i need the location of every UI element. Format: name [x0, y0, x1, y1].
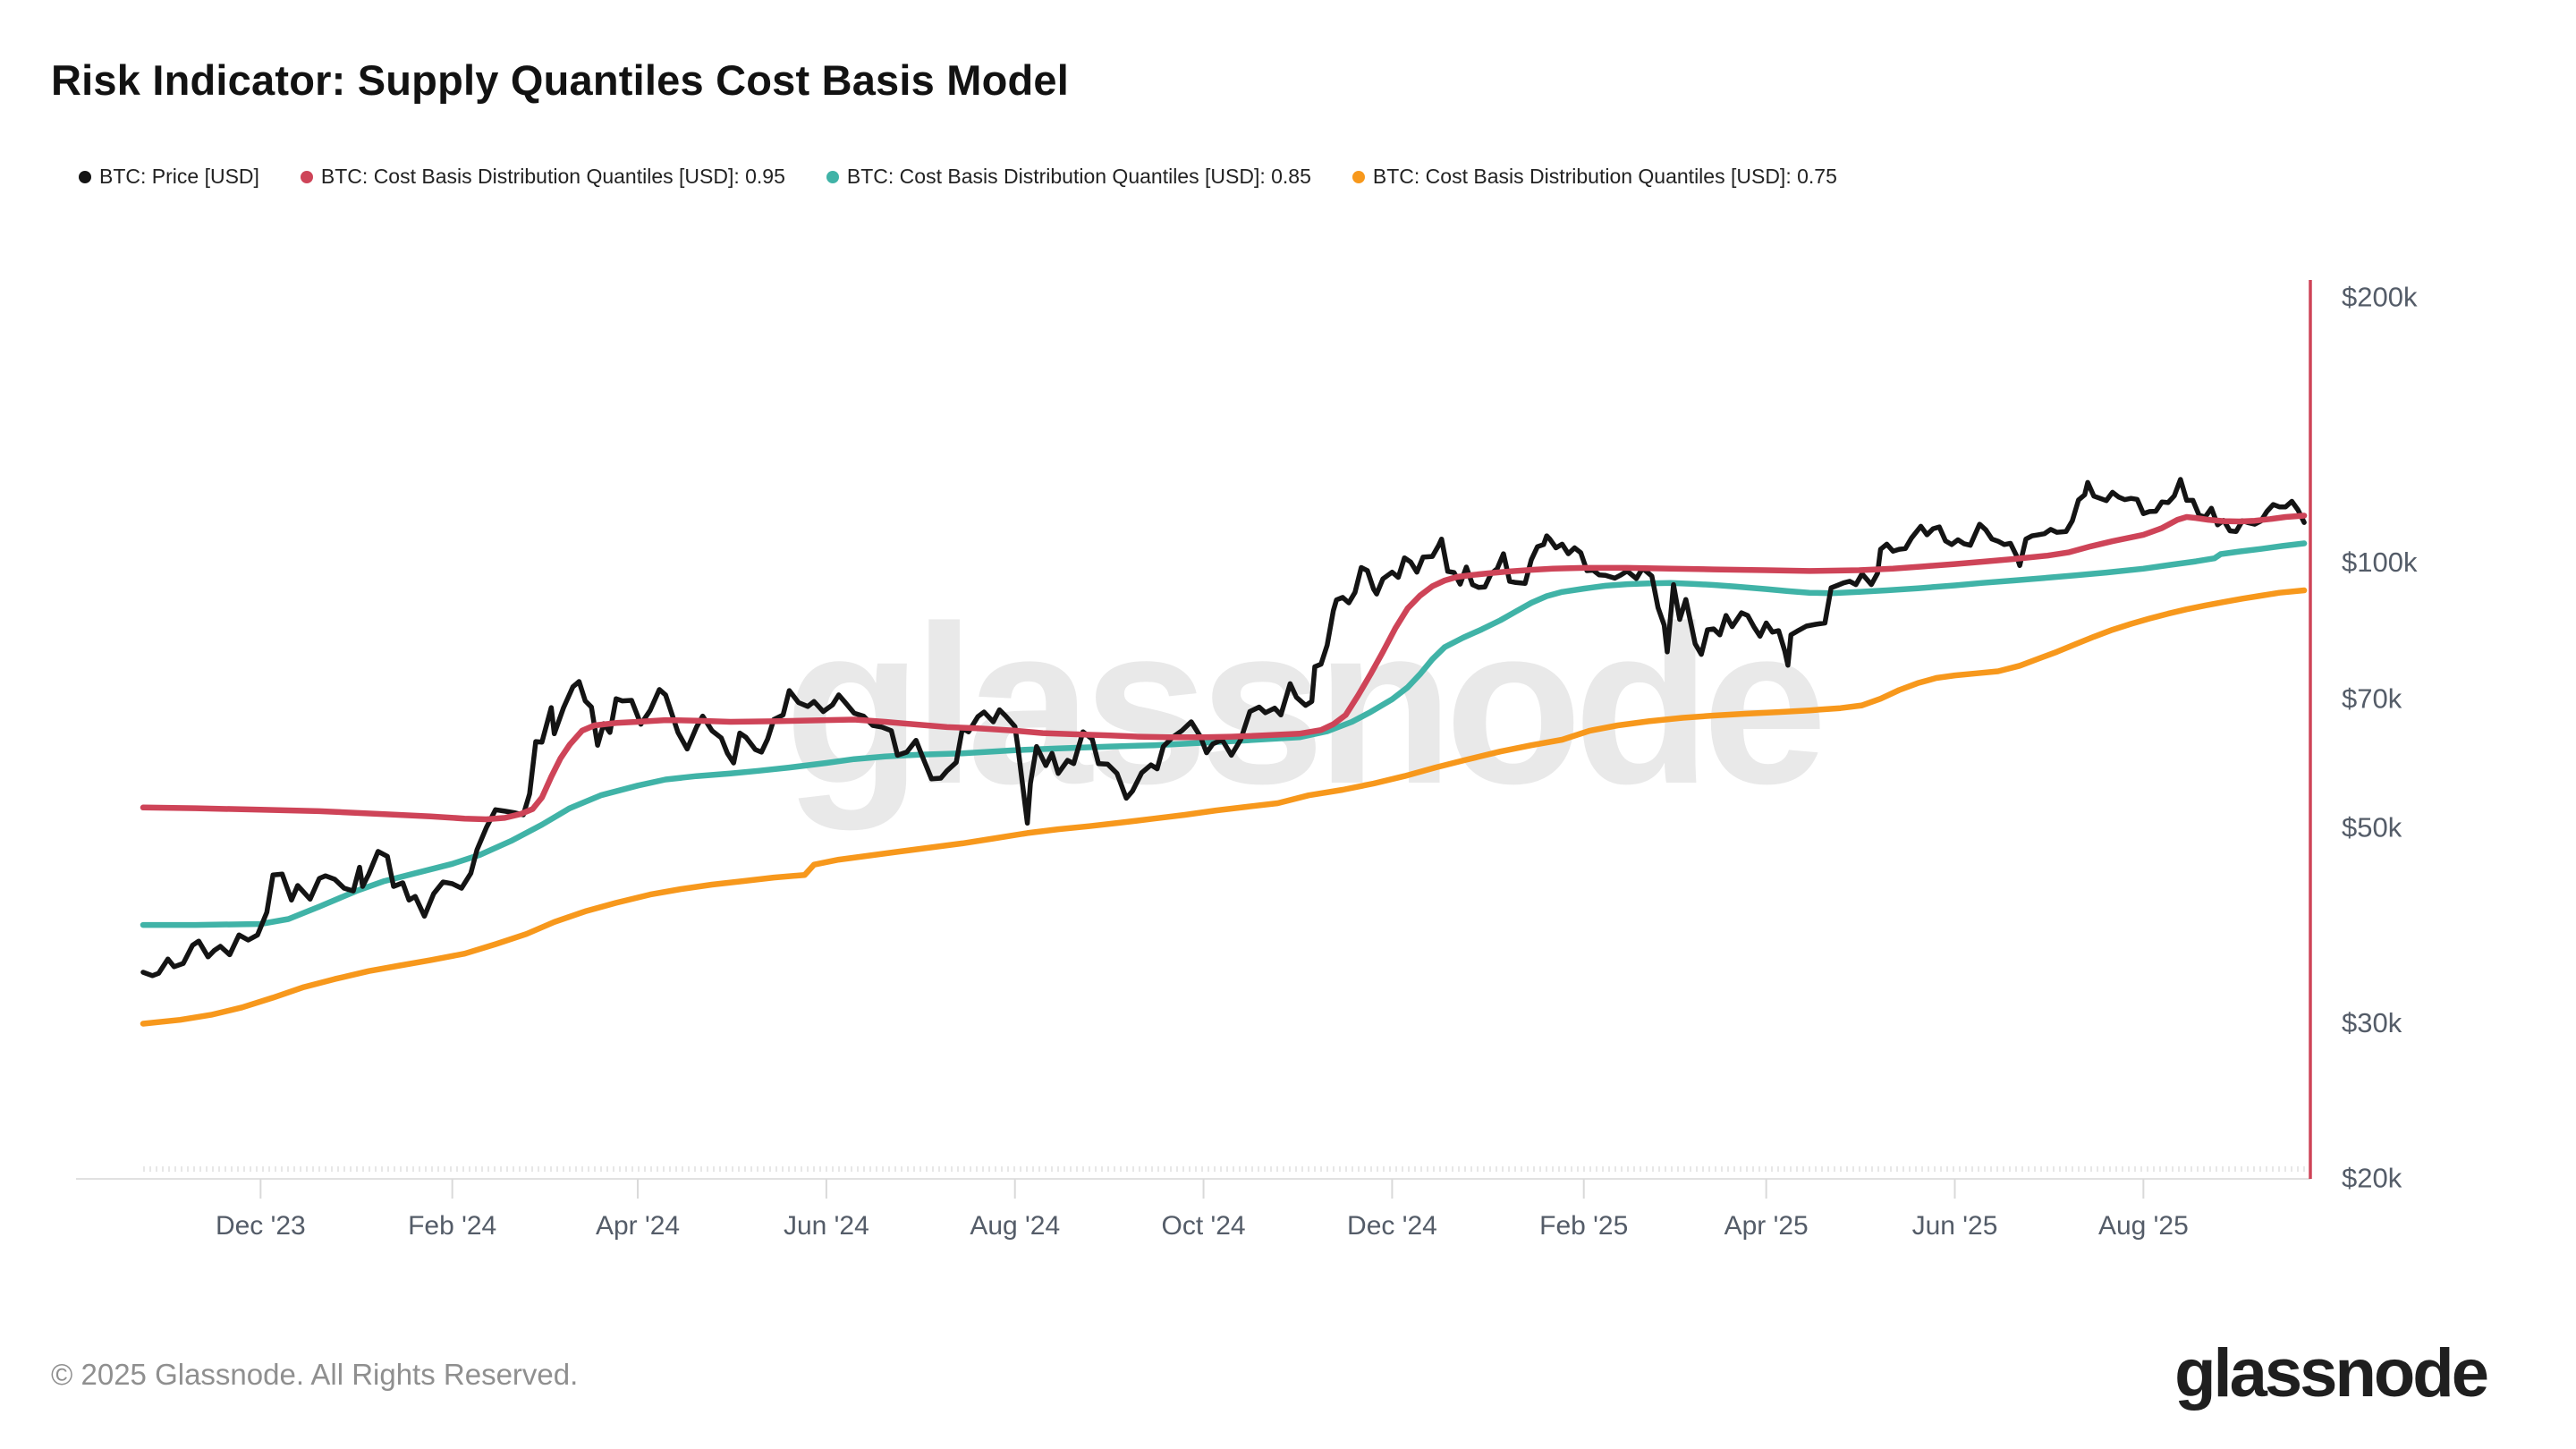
legend-item-quantile-095[interactable]: BTC: Cost Basis Distribution Quantiles […	[300, 165, 785, 189]
y-axis-label: $20k	[2342, 1162, 2402, 1193]
x-axis-label: Oct '24	[1162, 1211, 1246, 1241]
legend-item-quantile-085[interactable]: BTC: Cost Basis Distribution Quantiles […	[826, 165, 1311, 189]
x-axis-label: Dec '24	[1347, 1211, 1437, 1241]
legend: BTC: Price [USD] BTC: Cost Basis Distrib…	[79, 165, 1837, 189]
x-axis-label: Apr '25	[1724, 1211, 1809, 1241]
x-axis-label: Aug '24	[970, 1211, 1060, 1241]
y-axis-label: $200k	[2342, 281, 2418, 312]
legend-dot-icon	[79, 170, 91, 183]
x-axis-label: Feb '25	[1539, 1211, 1628, 1241]
legend-item-label: BTC: Cost Basis Distribution Quantiles […	[846, 165, 1311, 188]
glassnode-logo: glassnode	[2174, 1335, 2489, 1411]
page-title: Risk Indicator: Supply Quantiles Cost Ba…	[51, 56, 1070, 104]
x-axis-label: Aug '25	[2098, 1211, 2189, 1241]
x-axis-label: Dec '23	[216, 1211, 306, 1241]
legend-item-price[interactable]: BTC: Price [USD]	[79, 165, 259, 189]
footer-copyright: © 2025 Glassnode. All Rights Reserved.	[51, 1358, 579, 1391]
y-axis-label: $70k	[2342, 683, 2402, 715]
legend-item-label: BTC: Cost Basis Distribution Quantiles […	[1372, 165, 1837, 188]
y-axis-label: $50k	[2342, 812, 2402, 843]
legend-dot-icon	[826, 170, 839, 183]
legend-item-quantile-075[interactable]: BTC: Cost Basis Distribution Quantiles […	[1352, 165, 1837, 189]
y-axis-label: $30k	[2342, 1007, 2402, 1038]
series-line-q75[interactable]	[140, 587, 2308, 1027]
x-axis-label: Jun '24	[784, 1211, 869, 1241]
y-axis-label: $100k	[2342, 547, 2418, 578]
x-axis-label: Feb '24	[408, 1211, 496, 1241]
legend-dot-icon	[1352, 170, 1365, 183]
legend-item-label: BTC: Price [USD]	[99, 165, 259, 188]
legend-item-label: BTC: Cost Basis Distribution Quantiles […	[320, 165, 785, 188]
series-line-price[interactable]	[140, 477, 2307, 979]
x-axis-label: Apr '24	[596, 1211, 680, 1241]
series-line-q95[interactable]	[140, 513, 2308, 823]
legend-dot-icon	[300, 170, 313, 183]
series-line-q85[interactable]	[140, 540, 2308, 928]
x-axis-label: Jun '25	[1912, 1211, 1998, 1241]
